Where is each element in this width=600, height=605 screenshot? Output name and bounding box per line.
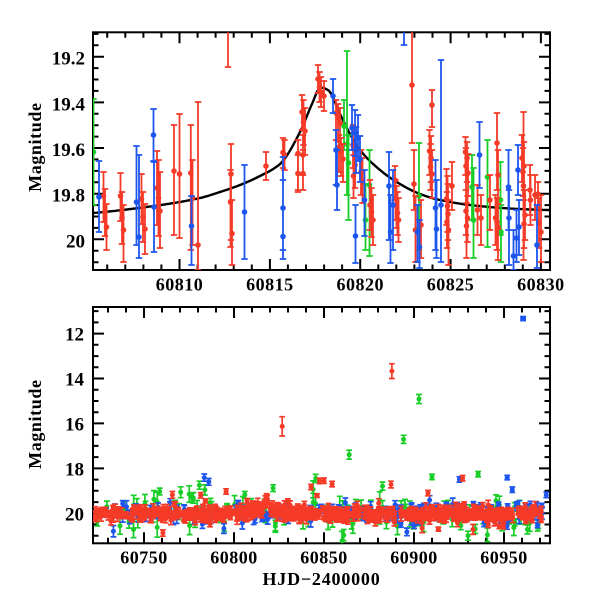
- svg-text:20: 20: [65, 504, 84, 525]
- svg-text:19.8: 19.8: [52, 186, 85, 207]
- svg-text:12: 12: [65, 325, 84, 346]
- svg-text:19.6: 19.6: [52, 140, 85, 161]
- svg-text:60830: 60830: [517, 275, 565, 295]
- svg-text:60750: 60750: [120, 548, 168, 568]
- svg-text:16: 16: [65, 414, 84, 435]
- svg-text:20: 20: [66, 231, 85, 252]
- svg-text:Magnitude: Magnitude: [25, 102, 45, 191]
- svg-text:60825: 60825: [427, 275, 475, 295]
- svg-text:60810: 60810: [156, 275, 204, 295]
- svg-text:HJD−2400000: HJD−2400000: [262, 569, 380, 589]
- svg-text:19.4: 19.4: [52, 94, 86, 115]
- svg-text:60800: 60800: [210, 548, 258, 568]
- svg-text:60815: 60815: [246, 275, 294, 295]
- svg-text:60950: 60950: [480, 548, 528, 568]
- svg-text:60850: 60850: [300, 548, 348, 568]
- svg-text:18: 18: [65, 459, 84, 480]
- svg-text:19.2: 19.2: [52, 49, 85, 70]
- svg-text:60900: 60900: [390, 548, 438, 568]
- svg-text:60820: 60820: [336, 275, 384, 295]
- svg-text:Magnitude: Magnitude: [25, 379, 45, 468]
- svg-text:14: 14: [65, 370, 85, 391]
